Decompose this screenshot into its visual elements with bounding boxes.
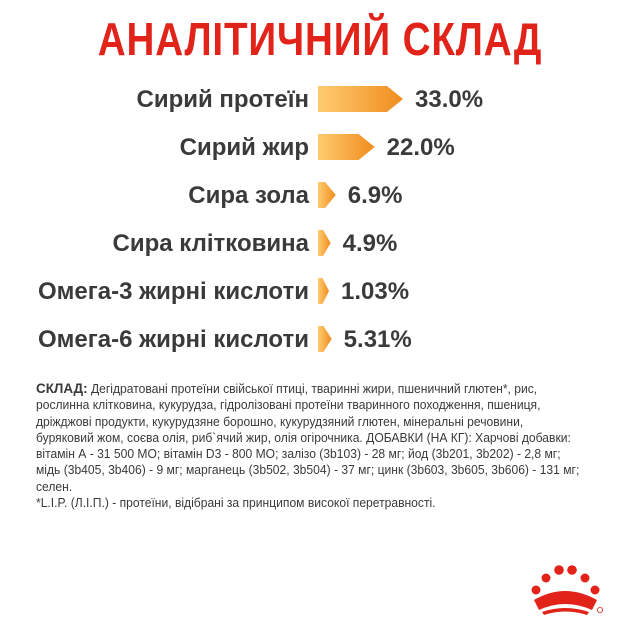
category-label: Омега-6 жирні кислоти (38, 326, 309, 353)
bar (318, 182, 336, 208)
composition-text: СКЛАД: Дегідратовані протеїни свійської … (36, 380, 583, 511)
value-label: 4.9% (343, 230, 398, 257)
composition-label: СКЛАД: (36, 380, 88, 396)
value-label: 1.03% (341, 278, 409, 305)
bar (318, 278, 329, 304)
value-label: 5.31% (344, 326, 412, 353)
nutrient-bar-chart: Сирий протеїн 33.0% Сирий жир 22.0% Сира зол… (38, 86, 483, 353)
bar (318, 86, 403, 112)
bar (318, 230, 331, 256)
composition-footnote: *L.I.P. (Л.І.П.) - протеїни, відібрані з… (36, 496, 436, 511)
bar (318, 326, 332, 352)
value-label: 22.0% (387, 134, 455, 161)
page-title: АНАЛІТИЧНИЙ СКЛАД (97, 13, 543, 65)
category-label: Сирий протеїн (137, 86, 310, 113)
composition-body: Дегідратовані протеїни свійської птиці, … (36, 382, 580, 494)
category-label: Омега-3 жирні кислоти (38, 278, 309, 305)
value-label: 6.9% (348, 182, 403, 209)
bar (318, 134, 375, 160)
royal-canin-crown-icon (531, 565, 604, 615)
category-label: Сирий жир (180, 134, 309, 161)
category-label: Сира клітковина (113, 230, 310, 257)
value-label: 33.0% (415, 86, 483, 113)
category-label: Сира зола (188, 182, 309, 209)
